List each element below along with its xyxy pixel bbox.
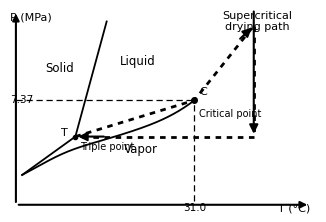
Text: 7.37: 7.37: [10, 95, 33, 105]
Text: Solid: Solid: [45, 62, 74, 75]
Text: P (MPa): P (MPa): [10, 13, 52, 23]
Text: Vapor: Vapor: [124, 143, 158, 156]
Text: 31.0: 31.0: [183, 203, 206, 213]
Text: T: T: [61, 128, 67, 138]
Text: Supercritical
drying path: Supercritical drying path: [222, 11, 292, 32]
Text: Critical point: Critical point: [199, 109, 261, 119]
Text: Liquid: Liquid: [120, 56, 156, 68]
Text: T (°C): T (°C): [278, 203, 310, 213]
Text: Triple point: Triple point: [80, 142, 134, 152]
Text: C: C: [199, 87, 207, 97]
